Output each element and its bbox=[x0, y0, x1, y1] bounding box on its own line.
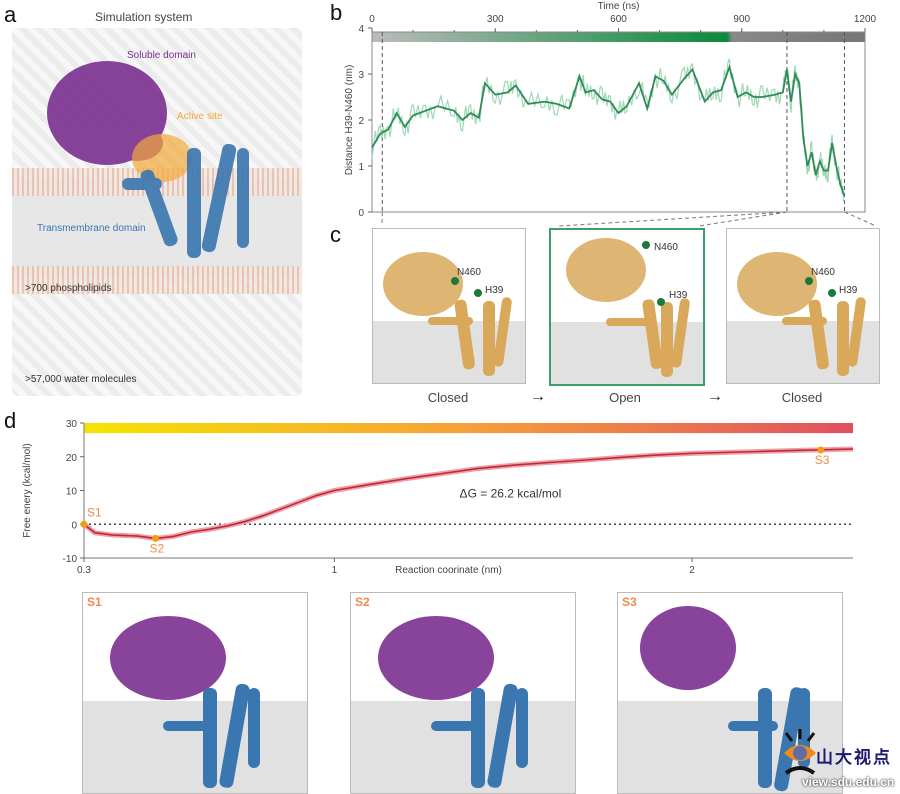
soluble-domain-shape bbox=[47, 61, 167, 165]
watermark-url: view.sdu.edu.cn bbox=[802, 775, 895, 789]
panel-label-c: c bbox=[330, 222, 341, 247]
active-site-label: Active site bbox=[177, 111, 223, 122]
y-axis-label: Free enery (kcal/mol) bbox=[22, 443, 33, 537]
state-point-s2 bbox=[152, 534, 160, 542]
y-tick-label: 20 bbox=[66, 453, 78, 464]
water-molecules-label: >57,000 water molecules bbox=[25, 374, 137, 385]
x-tick-label: 0.3 bbox=[77, 565, 91, 576]
x-tick-label: 0 bbox=[369, 14, 375, 25]
zoom-connector-line bbox=[558, 211, 787, 227]
y-tick-label: 3 bbox=[358, 70, 364, 81]
membrane-shade bbox=[83, 701, 307, 793]
protein-structure bbox=[47, 61, 249, 258]
state-point-label: S3 bbox=[815, 453, 830, 467]
protein-structure bbox=[110, 616, 260, 788]
state-label-open: Open bbox=[609, 390, 641, 405]
residue-label-n460: N460 bbox=[457, 267, 481, 278]
state-point-s1 bbox=[80, 520, 88, 528]
panel-label-a: a bbox=[4, 2, 17, 27]
residue-label-n460: N460 bbox=[654, 242, 678, 253]
watermark-name: 山大视点 bbox=[816, 748, 892, 767]
x-tick-label: 600 bbox=[610, 14, 627, 25]
x-tick-label: 900 bbox=[733, 14, 750, 25]
smoothed-distance-line bbox=[371, 64, 846, 197]
lipid-headgroups-bottom bbox=[12, 266, 302, 294]
snapshot-tag: S3 bbox=[622, 595, 637, 609]
state-point-s3 bbox=[817, 446, 825, 454]
protein-structure bbox=[383, 252, 512, 376]
raw-distance-line bbox=[371, 58, 845, 202]
conformation-panel-3: N460 H39 bbox=[726, 228, 880, 384]
free-energy-line bbox=[83, 448, 854, 540]
transition-arrow-icon: → bbox=[530, 388, 546, 405]
zoom-connector-line bbox=[698, 211, 788, 227]
transmembrane-domain-shape bbox=[122, 143, 249, 258]
y-tick-label: 30 bbox=[66, 419, 78, 430]
protein-structure bbox=[737, 252, 866, 376]
phospholipids-label: >700 phospholipids bbox=[25, 283, 112, 294]
y-tick-label: 10 bbox=[66, 487, 78, 498]
panel-a-title: Simulation system bbox=[95, 10, 193, 24]
snapshot-tag: S1 bbox=[87, 595, 102, 609]
y-axis-label: Distance H39-N460 (nm) bbox=[344, 65, 355, 176]
watermark: 山大视点 view.sdu.edu.cn bbox=[780, 725, 900, 794]
snapshot-tag: S2 bbox=[355, 595, 370, 609]
transmembrane-domain-label: Transmembrane domain bbox=[37, 223, 146, 234]
reaction-color-bar bbox=[84, 423, 853, 434]
y-tick-label: -10 bbox=[63, 554, 78, 565]
conformation-panel-2: N460 H39 bbox=[549, 228, 705, 386]
free-energy-chart: -10 0 10 20 30 0.3 1 2 Reaction coorinate (nm) Fr… bbox=[22, 419, 854, 576]
delta-g-annotation: ΔG = 26.2 kcal/mol bbox=[460, 486, 562, 500]
protein-structure bbox=[378, 616, 528, 788]
x-axis-label: Time (ns) bbox=[598, 1, 640, 12]
time-color-bar bbox=[372, 32, 865, 42]
zoom-connector-line bbox=[844, 211, 877, 227]
transition-arrow-icon: → bbox=[707, 388, 723, 405]
membrane-shade bbox=[351, 701, 575, 793]
x-tick-label: 2 bbox=[689, 565, 695, 576]
simulation-system-image: Soluble domain Active site Transmembrane… bbox=[12, 28, 302, 396]
plot-frame bbox=[371, 31, 866, 213]
soluble-domain-label: Soluble domain bbox=[127, 50, 196, 61]
residue-label-h39: H39 bbox=[839, 285, 858, 296]
conformation-panel-1: N460 H39 bbox=[372, 228, 526, 384]
panel-label-b: b bbox=[330, 0, 343, 25]
state-label-closed: Closed bbox=[781, 390, 823, 405]
y-tick-label: 4 bbox=[358, 24, 364, 35]
distance-chart: 0 300 600 900 1200 0 1 2 3 4 Time (ns) Distance H39… bbox=[344, 1, 877, 227]
y-tick-label: 0 bbox=[358, 208, 364, 219]
state-point-label: S1 bbox=[87, 505, 102, 519]
residue-label-h39: H39 bbox=[485, 285, 504, 296]
y-tick-label: 0 bbox=[71, 520, 77, 531]
residue-label-n460: N460 bbox=[811, 267, 835, 278]
panel-label-d: d bbox=[4, 408, 17, 433]
x-tick-label: 1200 bbox=[854, 14, 877, 25]
snapshot-panel-s1: S1 bbox=[82, 592, 308, 794]
x-tick-label: 300 bbox=[487, 14, 504, 25]
state-point-label: S2 bbox=[150, 541, 165, 555]
x-axis-label: Reaction coorinate (nm) bbox=[395, 565, 502, 576]
residue-label-h39: H39 bbox=[669, 290, 688, 301]
snapshot-panel-s3: S3 bbox=[617, 592, 843, 794]
x-tick-label: 1 bbox=[332, 565, 338, 576]
protein-structure bbox=[566, 238, 690, 377]
y-tick-label: 1 bbox=[358, 162, 364, 173]
eye-logo-icon bbox=[784, 729, 816, 775]
state-label-closed: Closed bbox=[427, 390, 469, 405]
y-tick-label: 2 bbox=[358, 116, 364, 127]
snapshot-panel-s2: S2 bbox=[350, 592, 576, 794]
